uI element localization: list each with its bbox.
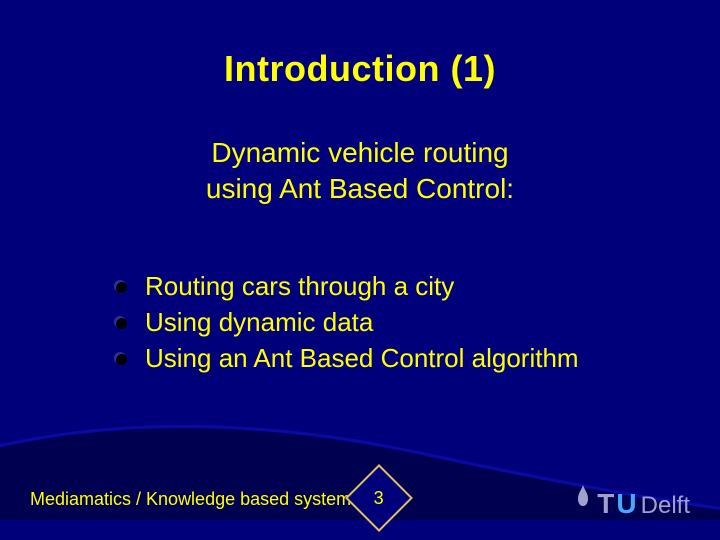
slide-title: Introduction (1) (0, 48, 720, 90)
subtitle-line-2: using Ant Based Control: (0, 171, 720, 207)
slide: Introduction (1) Dynamic vehicle routing… (0, 0, 720, 540)
list-item: Using an Ant Based Control algorithm (115, 342, 660, 376)
flame-icon (575, 485, 591, 512)
footer-text: Mediamatics / Knowledge based systems (30, 489, 360, 510)
tu-delft-logo: TU Delft (575, 488, 690, 520)
bullet-text: Routing cars through a city (145, 270, 660, 304)
bullet-list: Routing cars through a city Using dynami… (115, 270, 660, 377)
list-item: Routing cars through a city (115, 270, 660, 304)
bullet-text: Using an Ant Based Control algorithm (145, 342, 660, 376)
slide-subtitle: Dynamic vehicle routing using Ant Based … (0, 135, 720, 208)
logo-delft: Delft (641, 492, 690, 520)
subtitle-line-1: Dynamic vehicle routing (0, 135, 720, 171)
page-number: 3 (374, 487, 384, 508)
logo-t: T (597, 488, 614, 520)
bullet-text: Using dynamic data (145, 306, 660, 340)
logo-u: U (616, 488, 636, 520)
page-number-diamond: 3 (345, 464, 413, 532)
list-item: Using dynamic data (115, 306, 660, 340)
bullet-icon (115, 317, 127, 329)
bullet-icon (115, 281, 127, 293)
bullet-icon (115, 353, 127, 365)
